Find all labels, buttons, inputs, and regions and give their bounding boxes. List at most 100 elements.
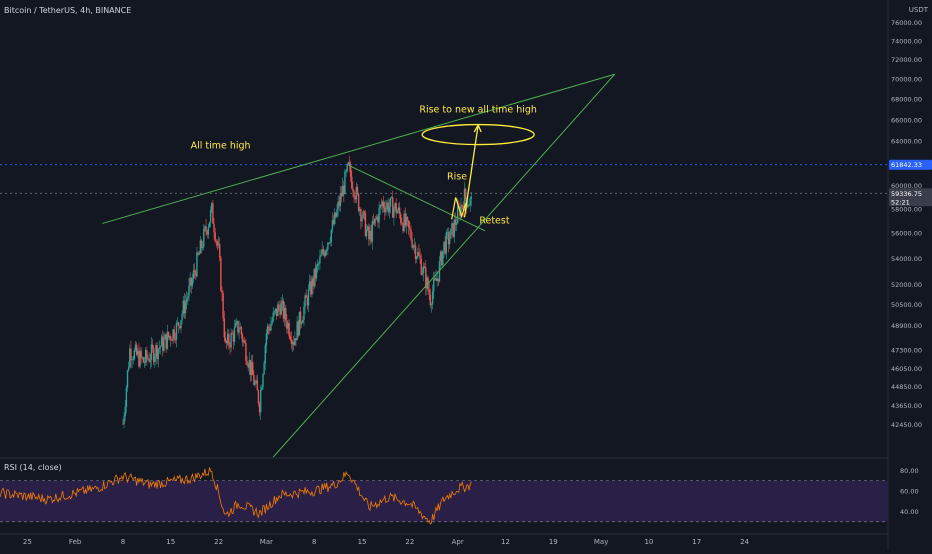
candle-body: [419, 255, 421, 259]
candle-body: [401, 222, 403, 225]
candle-body: [209, 209, 212, 223]
target-ellipse[interactable]: [421, 123, 535, 146]
candle-body: [402, 224, 404, 231]
candle-body: [188, 285, 190, 297]
candle-body: [162, 336, 164, 351]
candle-body: [147, 358, 149, 360]
candle-body: [414, 245, 417, 260]
trendline-upper_resistance[interactable]: [102, 73, 615, 224]
candle-body: [400, 214, 402, 223]
candle-body: [221, 290, 223, 294]
candle-body: [318, 263, 320, 265]
candle-body: [182, 300, 184, 314]
y-tick-label: 54000.00: [891, 255, 922, 263]
candle-body: [360, 209, 362, 222]
candle-body: [308, 281, 311, 290]
candle-body: [123, 416, 125, 424]
x-tick-label: May: [594, 538, 608, 546]
candle-body: [174, 338, 177, 340]
candle-body: [426, 277, 428, 289]
trendline-lower_support[interactable]: [272, 73, 616, 458]
candle-body: [387, 202, 389, 213]
candle-body: [186, 299, 188, 302]
candle-body: [351, 176, 353, 189]
price-tag-0: [889, 159, 932, 170]
rsi-tick-label: 40.00: [900, 508, 919, 516]
candle-body: [156, 345, 158, 360]
candle-body: [207, 227, 210, 235]
candle-body: [124, 406, 126, 417]
candle-body: [122, 423, 124, 425]
candle-body: [433, 278, 435, 292]
candle-body: [189, 277, 191, 286]
candle-body: [445, 232, 447, 254]
candle-body: [274, 308, 277, 312]
y-tick-label: 56000.00: [891, 230, 922, 238]
candle-body: [336, 209, 338, 217]
candle-body: [425, 267, 427, 289]
candle-body: [303, 306, 305, 320]
y-tick-label: 60000.00: [891, 182, 922, 190]
y-tick-label: 70000.00: [891, 76, 922, 84]
candle-body: [244, 340, 246, 343]
candle-body: [328, 242, 330, 244]
candle-body: [385, 206, 387, 213]
candle-body: [447, 232, 450, 245]
rsi-line[interactable]: [0, 467, 472, 525]
candle-body: [444, 241, 446, 254]
candle-body: [141, 357, 144, 359]
candle-body: [346, 164, 348, 172]
candle-body: [140, 350, 142, 358]
x-tick-label: 15: [358, 538, 367, 546]
candle-body: [390, 197, 393, 199]
candle-body: [404, 213, 406, 226]
candle-body: [131, 359, 133, 361]
candle-body: [413, 245, 416, 247]
candle-body: [327, 242, 329, 250]
candle-body: [340, 193, 343, 197]
candle-body: [279, 306, 281, 315]
candle-body: [443, 241, 445, 251]
candle-body: [248, 359, 251, 368]
candle-body: [467, 205, 469, 208]
candle-body: [179, 326, 181, 329]
candle-body: [236, 320, 238, 324]
symbol-title: Bitcoin / TetherUS, 4h, BINANCE: [4, 6, 132, 15]
candle-body: [149, 359, 151, 362]
annotation-rise-to-new-ath: Rise to new all time high: [419, 104, 537, 115]
x-tick-label: Mar: [260, 538, 273, 546]
trendline-descending_from_ath[interactable]: [348, 164, 486, 232]
x-tick-label: 24: [740, 538, 749, 546]
candle-body: [135, 344, 138, 355]
candle-body: [132, 359, 134, 361]
candle-body: [250, 362, 253, 375]
candle-body: [164, 334, 166, 340]
candle-body: [463, 188, 466, 211]
candle-body: [234, 323, 237, 328]
candle-body: [196, 252, 198, 277]
y-tick-label: 72000.00: [891, 56, 922, 64]
candle-body: [277, 304, 279, 316]
candle-body: [365, 229, 368, 237]
candle-body: [237, 320, 239, 333]
candle-body: [201, 247, 204, 248]
candle-body: [339, 193, 342, 207]
y-tick-label: 64000.00: [891, 138, 922, 146]
candle-body: [411, 239, 413, 248]
annotation-retest: Retest: [479, 215, 510, 226]
candle-body: [158, 347, 161, 350]
candle-body: [289, 336, 292, 340]
y-tick-label: 46050.00: [891, 365, 922, 373]
candle-body: [321, 249, 323, 255]
candle-body: [455, 223, 458, 225]
candle-body: [126, 370, 129, 388]
projection-arrow[interactable]: [463, 124, 479, 218]
candle-body: [263, 363, 265, 375]
candle-body: [299, 311, 302, 325]
candle-body: [150, 344, 153, 360]
rise-retest-zigzag: [451, 197, 467, 220]
candle-body: [393, 208, 395, 218]
candle-body: [297, 321, 299, 336]
